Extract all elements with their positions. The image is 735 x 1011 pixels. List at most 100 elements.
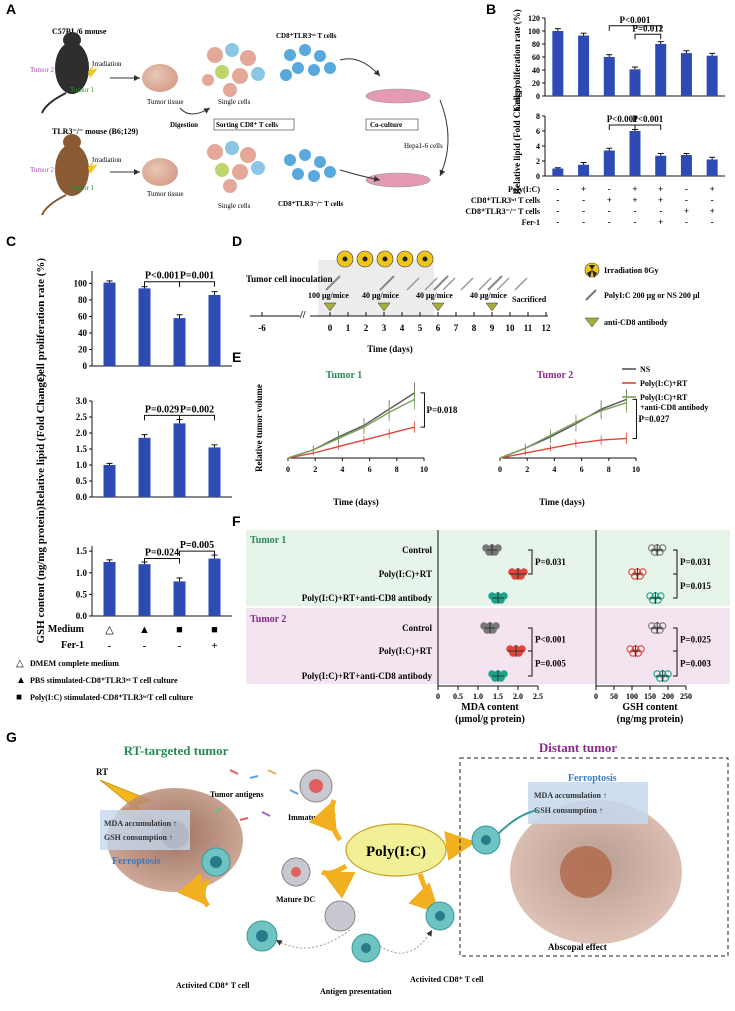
syringe-icon xyxy=(478,277,492,291)
b-prolif-tick-label: 80 xyxy=(532,40,540,49)
e-x-tick-label: 8 xyxy=(395,465,399,474)
f-gsh-dot xyxy=(637,645,645,653)
b-prolif-tick-label: 120 xyxy=(528,14,540,23)
b-prolif-bar xyxy=(655,44,667,96)
g-mda-2: MDA accumulation ↑ xyxy=(534,791,607,800)
f-mda-chart: 0 0.5 1.0 1.5 2.0 2.5 P=0.031 P<0.001 P=0.005 xyxy=(436,530,566,701)
b-prolif-tick-label: 100 xyxy=(528,27,540,36)
c-prolif-tick-label: 100 xyxy=(74,278,88,288)
b-row-sign: - xyxy=(556,217,559,227)
dose-label: 100 μg/mice xyxy=(308,291,349,300)
mouse-brown xyxy=(41,134,89,216)
c-gsh-bar xyxy=(173,581,186,616)
c-medium-label: Medium xyxy=(48,624,85,635)
f-gsh-bracket xyxy=(673,650,678,677)
c-legend-symbol: ▲ xyxy=(16,675,26,686)
b-row-sign: - xyxy=(608,184,611,194)
b-prolif-bar xyxy=(629,69,641,96)
c-legend-text: PBS stimulated-CD8⁺TLR3ʷᵗ T cell culture xyxy=(30,676,178,685)
e-pvalue: P=0.027 xyxy=(638,414,669,424)
panel-f: F Tumor 1 Tumor 2 Control Poly(I:C)+RT Pol… xyxy=(232,513,730,725)
b-row-sign: + xyxy=(710,184,715,194)
syringe-icon xyxy=(424,277,438,291)
e-xlabel-2: Time (days) xyxy=(539,497,585,507)
timeline-tick-label: 4 xyxy=(400,323,405,333)
b-row-sign: + xyxy=(632,184,637,194)
antibody-triangle-icon xyxy=(377,302,391,312)
b-lipid-pvalue: P<0.001 xyxy=(607,114,638,124)
c-medium-sign: ▲ xyxy=(139,624,150,636)
g-mda-1: MDA accumulation ↑ xyxy=(104,819,177,828)
e-x-tick-label: 10 xyxy=(632,465,640,474)
f-mda-pvalue: P=0.005 xyxy=(535,659,566,669)
f-group-label: Poly(I:C)+RT+anti-CD8 antibody xyxy=(302,593,433,603)
antigen-fragments xyxy=(213,769,299,821)
e-xlabel-1: Time (days) xyxy=(333,497,379,507)
f-gsh-dot xyxy=(658,622,667,630)
petri-dish-2 xyxy=(365,172,431,188)
e-series-line xyxy=(287,426,415,459)
c-gsh-bracket xyxy=(179,550,215,557)
c-prolif-tick-label: 60 xyxy=(78,311,88,321)
c-lipid-bar xyxy=(103,465,116,497)
irradiation-label-b: Irradiation xyxy=(92,156,122,164)
f-tumor2-label: Tumor 2 xyxy=(250,614,286,625)
c-prolif-tick-label: 20 xyxy=(78,344,88,354)
c-legend-symbol: ■ xyxy=(16,692,22,703)
b-lipid-bar xyxy=(706,159,718,176)
b-row-sign: - xyxy=(608,206,611,216)
f-gsh-tick-label: 250 xyxy=(680,692,692,701)
f-mda-tick-label: 2.5 xyxy=(533,692,543,701)
b-lipid-bar xyxy=(655,155,667,176)
f-gsh-bracket xyxy=(673,573,678,599)
f-group-label: Poly(I:C)+RT+anti-CD8 antibody xyxy=(302,671,433,681)
f-mda-label1: MDA content xyxy=(461,702,519,713)
c-fer-sign: + xyxy=(211,640,217,652)
b-prolif-pvalue: P=0.012 xyxy=(632,23,663,33)
c-prolif-bar xyxy=(173,318,186,366)
panel-letter-e: E xyxy=(232,349,241,365)
c-prolif-bar xyxy=(103,282,116,366)
b-row-sign: - xyxy=(685,217,688,227)
f-tumor1-label: Tumor 1 xyxy=(250,535,286,546)
b-row-sign: + xyxy=(581,184,586,194)
c-prolif-bracket xyxy=(144,281,180,287)
e-tumor1-chart: 0 2 4 6 8 10 P=0.018 xyxy=(286,382,458,474)
panel-g: G RT-targeted tumor Distant tumor RT MDA… xyxy=(6,729,729,996)
e-series-line xyxy=(287,392,415,459)
b-row-sign: - xyxy=(582,206,585,216)
panel-e: E Tumor 1 Tumor 2 Relative tumor volume … xyxy=(232,349,708,507)
g-ferroptosis-box-2 xyxy=(528,782,648,824)
e-x-tick-label: 4 xyxy=(340,465,344,474)
radiation-center xyxy=(402,256,408,262)
dose-label: 40 μg/mice xyxy=(362,291,399,300)
b-lipid-tick-label: 0 xyxy=(536,172,540,181)
f-group-label: Poly(I:C)+RT xyxy=(379,569,432,579)
c-lipid-tick-label: 3.0 xyxy=(76,396,88,406)
panel-letter-a: A xyxy=(6,1,16,17)
hepa-label: Hepa1-6 cells xyxy=(404,142,443,150)
c-prolif-bar xyxy=(138,288,151,366)
b-row-label: Fer-1 xyxy=(522,218,540,227)
panel-letter-g: G xyxy=(6,729,17,745)
c-gsh-pvalue: P=0.005 xyxy=(180,540,214,551)
timeline-tick-label: -6 xyxy=(258,323,266,333)
b-prolif-bar xyxy=(578,35,590,96)
timeline-tick-label: 10 xyxy=(506,323,516,333)
b-prolif-bar xyxy=(706,55,718,96)
f-gsh-chart: 0 50 100 150 200 250 P=0.031 P=0.015 P=0.025 P=0.… xyxy=(594,530,711,701)
g-antigen-pres: Antigen presentation xyxy=(320,987,392,996)
g-polyic: Poly(I:C) xyxy=(366,844,426,860)
tumor-tissue-label: Tumor tissue xyxy=(147,98,184,106)
e-x-tick-label: 2 xyxy=(313,465,317,474)
b-prolif-pvalue: P<0.001 xyxy=(620,15,651,25)
lightning-icon xyxy=(88,64,98,78)
c-prolif-tick-label: 0 xyxy=(83,361,88,371)
f-mda-bracket xyxy=(528,650,533,677)
syringe-icon xyxy=(487,275,503,291)
b-row-sign: - xyxy=(608,217,611,227)
c-prolif-bracket xyxy=(179,281,215,287)
c-gsh-bar xyxy=(208,558,221,616)
